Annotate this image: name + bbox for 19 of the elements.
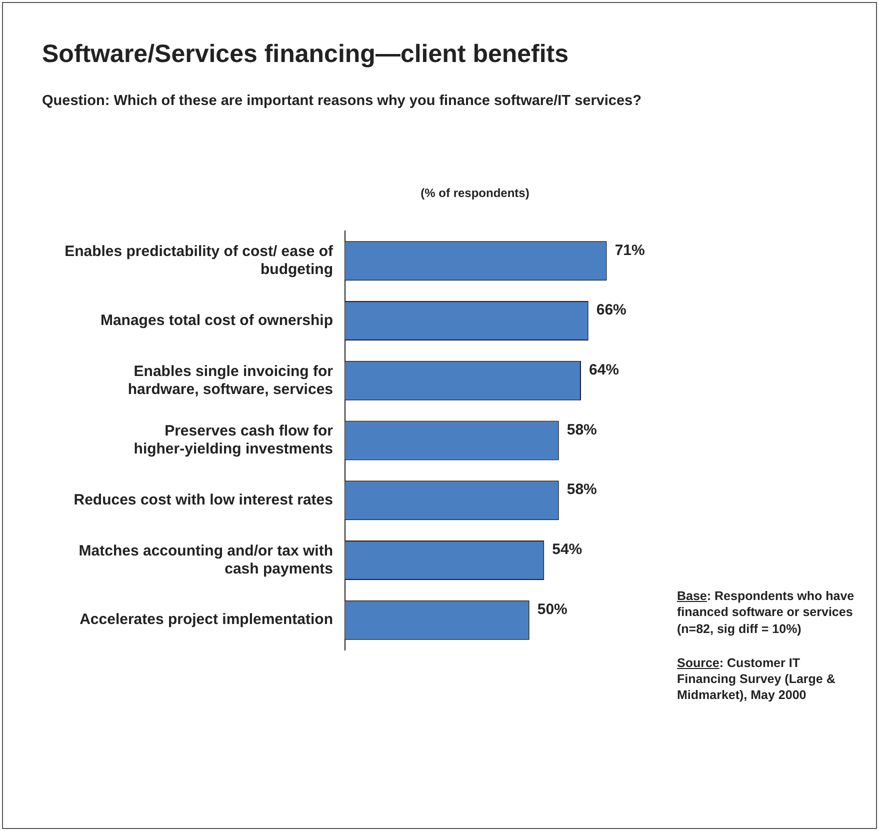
data-label: 54%	[552, 541, 582, 558]
source-note: Source: Customer IT Financing Survey (Large & Midmarket), May 2000	[677, 654, 836, 704]
y-tick-label: Enables single invoicing for hardware, software, services	[128, 362, 334, 398]
data-label: 58%	[566, 421, 597, 438]
y-tick-label: Accelerates project implementation	[80, 611, 333, 628]
y-tick-label: Matches accounting and/or tax with cash payments	[78, 542, 333, 578]
chart-subtitle: Question: Which of these are important reasons why you finance software/IT services?	[42, 93, 642, 109]
data-label: 50%	[537, 600, 568, 618]
data-label: 71%	[614, 242, 645, 259]
y-tick-label: Preserves cash flow for higher-yielding investments	[134, 422, 334, 458]
y-tick-label: Manages total cost of ownership	[100, 312, 333, 329]
data-label: 58%	[566, 481, 597, 498]
text: Base: Respondents who have financed software or services (n=82, sig diff = 10%)	[677, 588, 856, 637]
chart-title: Software/Services financing—client benefits	[42, 40, 569, 69]
data-label: 66%	[596, 302, 626, 319]
y-tick-label: Enables predictability of cost/ ease of budgeting	[64, 243, 334, 278]
y-tick-label: Reduces cost with low interest rates	[74, 492, 333, 508]
x-axis-title: (% of respondents)	[420, 186, 530, 200]
data-label: 64%	[589, 362, 620, 379]
